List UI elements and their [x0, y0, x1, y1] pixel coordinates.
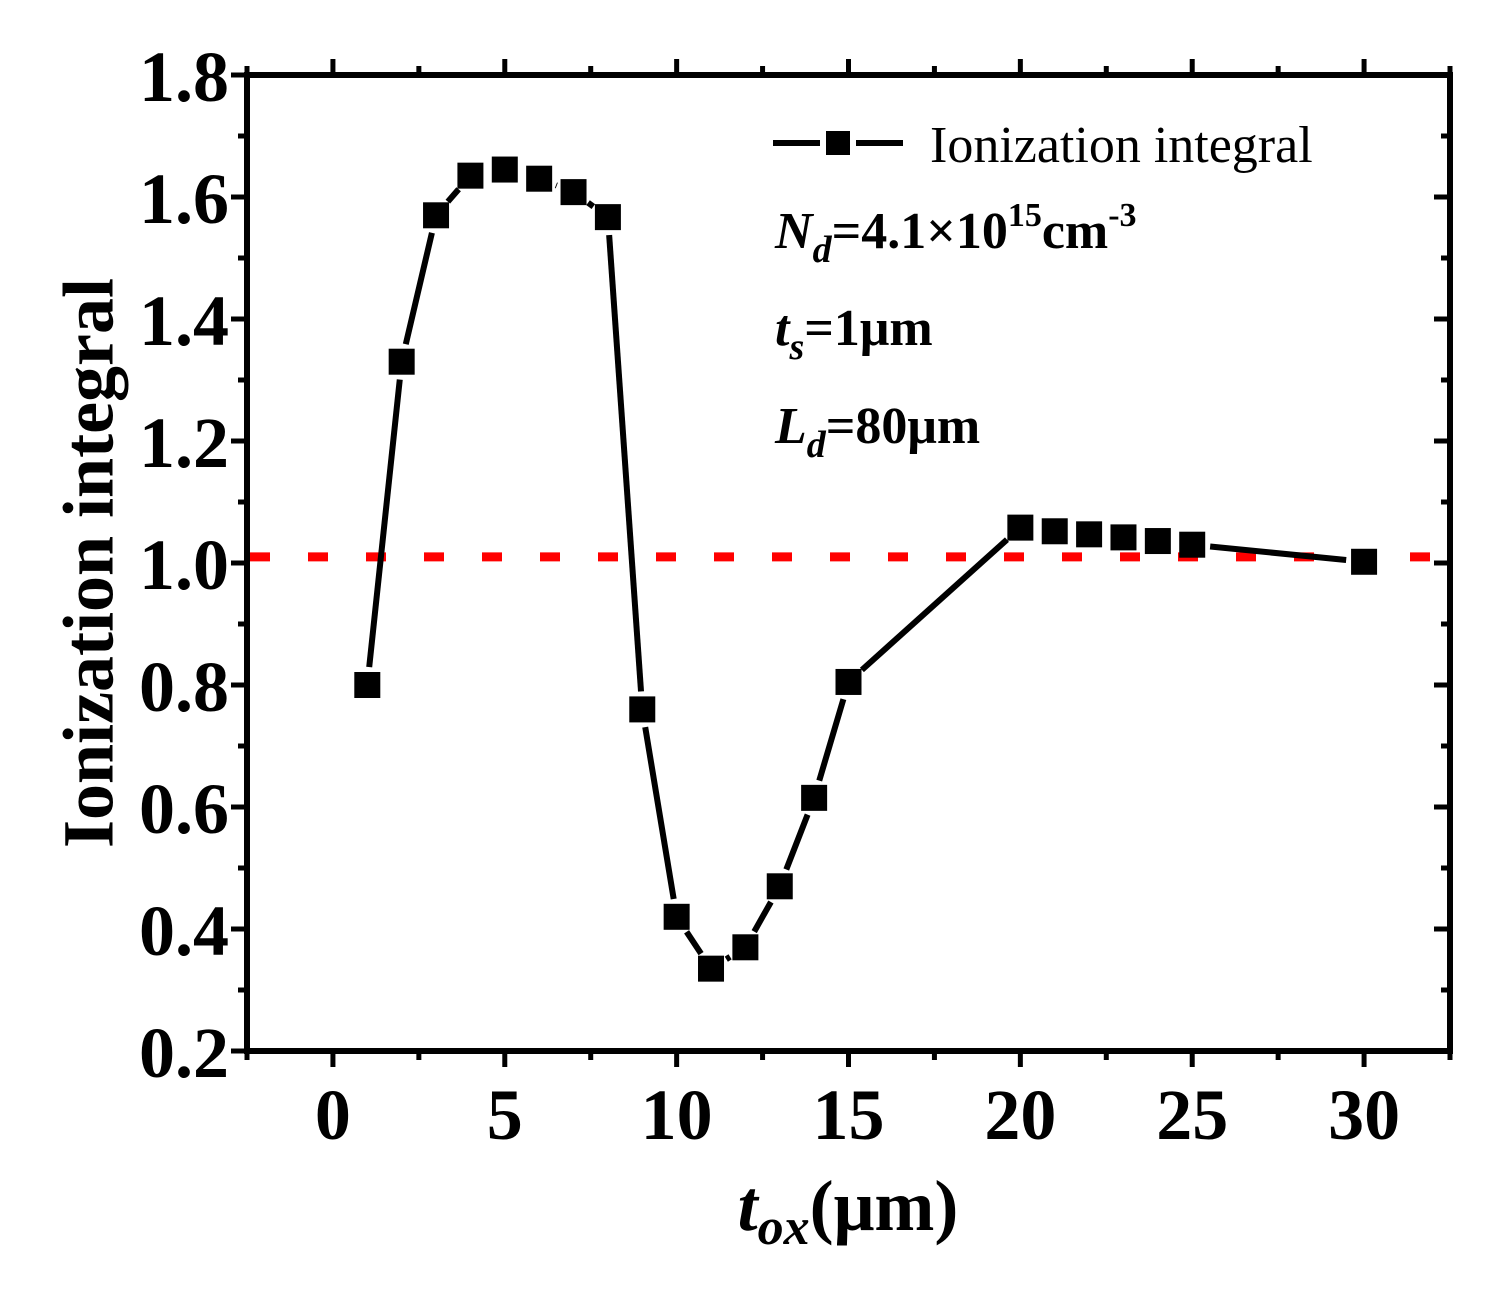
y-tick-label-1.6: 1.6	[139, 159, 229, 239]
series-0-segment-9	[684, 930, 704, 956]
data-point-19	[1144, 528, 1171, 555]
series-0-segment-2	[445, 187, 461, 204]
legend: Ionization integral	[773, 117, 1313, 174]
y-tick-label-1.4: 1.4	[139, 281, 229, 361]
x-axis-title: tox(μm)	[738, 1166, 959, 1256]
series-0-segment-11	[751, 900, 774, 934]
y-axis-title: Ionization integral	[49, 278, 129, 848]
series-0-segment-10	[724, 954, 732, 962]
legend-marker-square	[826, 131, 850, 155]
data-point-1	[388, 348, 415, 375]
annotation-doping-exp: 15	[1008, 197, 1042, 234]
data-point-20	[1179, 531, 1206, 558]
data-point-6	[560, 179, 587, 206]
x-tick-label-30: 30	[1328, 1075, 1400, 1155]
x-tick-label-10: 10	[641, 1075, 713, 1155]
data-point-10	[698, 955, 725, 982]
series-0-segment-20	[1209, 543, 1347, 563]
data-point-11	[732, 934, 759, 961]
data-point-4	[491, 156, 518, 183]
data-point-17	[1076, 521, 1103, 548]
annotation-doping: Nd=4.1×1015cm-3	[774, 197, 1137, 271]
series-0-segment-8	[642, 726, 677, 900]
annotation-thickness-symbol: t	[775, 300, 791, 357]
legend-label: Ionization integral	[930, 117, 1313, 174]
x-axis-title-unit: (μm)	[810, 1166, 959, 1246]
x-axis-title-main: t	[738, 1166, 760, 1246]
annotation-doping-symbol: N	[774, 203, 815, 260]
y-tick-label-0.8: 0.8	[139, 647, 229, 727]
data-point-0	[354, 672, 381, 698]
annotation-length-symbol: L	[774, 398, 807, 455]
series-0-segment-13	[816, 698, 847, 782]
annotation-thickness-sub: s	[788, 326, 804, 368]
series-0-segment-14	[859, 537, 1009, 673]
x-tick-label-0: 0	[315, 1075, 351, 1155]
data-point-18	[1110, 524, 1137, 551]
annotation-length-sub: d	[807, 424, 827, 466]
annotation-length-value: =80μm	[826, 398, 980, 455]
annotation-length: Ld=80μm	[774, 398, 980, 466]
y-tick-label-0.4: 0.4	[139, 891, 229, 971]
x-tick-label-15: 15	[813, 1075, 885, 1155]
data-point-5	[526, 165, 553, 192]
series-0-segment-1	[402, 232, 435, 345]
x-tick-label-20: 20	[984, 1075, 1056, 1155]
x-axis-title-sub: ox	[758, 1199, 810, 1256]
data-point-21	[1351, 548, 1378, 575]
annotation-doping-unit-exp: -3	[1108, 197, 1136, 234]
series-0-segment-6	[586, 200, 596, 209]
annotation-doping-value: =4.1×10	[832, 203, 1008, 260]
data-point-3	[457, 162, 484, 189]
data-point-12	[766, 873, 793, 900]
annotation-doping-sub: d	[813, 229, 833, 271]
y-tick-label-0.2: 0.2	[139, 1013, 229, 1093]
annotation-doping-unit: cm	[1042, 203, 1108, 260]
y-tick-label-0.6: 0.6	[139, 769, 229, 849]
annotation-thickness: ts=1μm	[775, 300, 933, 368]
series-0-segment-12	[783, 813, 811, 871]
data-point-13	[801, 784, 828, 811]
x-tick-label-5: 5	[487, 1075, 523, 1155]
y-tick-label-1.0: 1.0	[139, 525, 229, 605]
data-point-15	[1007, 514, 1034, 541]
data-point-14	[835, 668, 862, 695]
data-point-9	[663, 903, 690, 930]
annotation-thickness-value: =1μm	[804, 300, 932, 357]
series-0-segment-7	[606, 234, 645, 692]
y-tick-label-1.8: 1.8	[139, 37, 229, 117]
series-0-segment-0	[366, 379, 403, 668]
data-point-2	[423, 202, 450, 229]
data-point-8	[629, 696, 656, 723]
x-tick-label-25: 25	[1156, 1075, 1228, 1155]
data-point-7	[594, 204, 621, 231]
data-point-16	[1041, 518, 1068, 545]
y-tick-label-1.2: 1.2	[139, 403, 229, 483]
